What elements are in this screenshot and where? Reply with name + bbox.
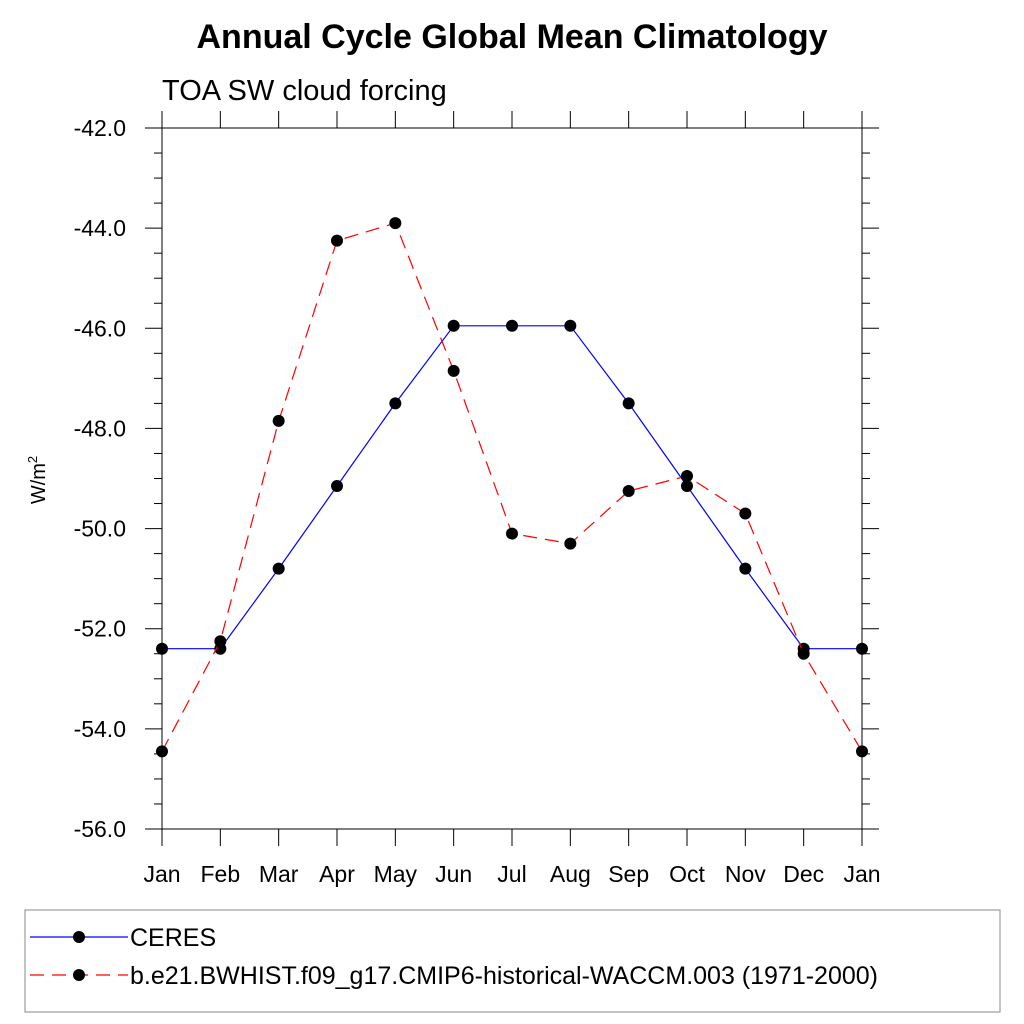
data-point: [447, 364, 460, 377]
data-point: [389, 217, 402, 230]
series-2: [156, 217, 868, 758]
y-tick-label: -52.0: [74, 616, 126, 642]
y-axis-label-unit: W/m: [28, 463, 50, 504]
x-tick-label: Oct: [669, 861, 705, 887]
data-point: [681, 469, 693, 482]
x-tick-label: Feb: [201, 861, 241, 887]
data-point: [506, 319, 518, 332]
data-point: [622, 485, 635, 498]
y-tick-label: -50.0: [74, 516, 126, 542]
series-layer: [156, 217, 868, 758]
data-point: [331, 480, 343, 493]
legend-marker: [73, 931, 85, 943]
y-tick-label: -42.0: [74, 115, 126, 141]
x-tick-label: Jul: [497, 861, 526, 887]
legend-item: b.e21.BWHIST.f09_g17.CMIP6-historical-WA…: [30, 962, 878, 990]
data-point: [856, 642, 868, 655]
data-point: [739, 562, 752, 575]
data-point: [331, 234, 343, 247]
x-tick-label: May: [374, 861, 418, 887]
x-tick-label: Aug: [550, 861, 591, 887]
x-tick-label: Sep: [608, 861, 649, 887]
series-line: [161, 222, 863, 752]
legend: CERES b.e21.BWHIST.f09_g17.CMIP6-historic…: [30, 924, 878, 990]
data-point: [506, 527, 518, 540]
data-point: [564, 319, 577, 332]
data-point: [447, 319, 460, 332]
y-tick-label: -44.0: [74, 215, 126, 241]
chart-title: Annual Cycle Global Mean Climatology: [197, 18, 828, 56]
legend-label: CERES: [130, 924, 216, 952]
data-point: [272, 562, 285, 575]
x-tick-label: Dec: [783, 861, 824, 887]
y-tick-label: -48.0: [74, 415, 126, 441]
y-tick-label: -56.0: [74, 816, 126, 842]
y-tick-label: -46.0: [74, 315, 126, 341]
x-tick-label: Apr: [319, 861, 355, 887]
x-tick-label: Jun: [435, 861, 472, 887]
data-point: [564, 537, 577, 550]
legend-label: b.e21.BWHIST.f09_g17.CMIP6-historical-WA…: [130, 962, 878, 990]
x-tick-label: Nov: [725, 861, 766, 887]
series-line: [162, 325, 862, 650]
x-tick-label: Mar: [259, 861, 299, 887]
data-point: [272, 414, 285, 427]
x-tick-label: Jan: [143, 861, 180, 887]
y-axis-label-superscript: 2: [25, 456, 40, 463]
x-tick-label: Jan: [843, 861, 880, 887]
data-point: [156, 745, 168, 758]
series-1: [156, 319, 868, 655]
data-point: [739, 507, 752, 520]
legend-item: CERES: [30, 924, 216, 952]
axes: -42.0 -44.0 -46.0 -48.0 -50.0 -52.0 -54.0 -56.0…: [74, 111, 881, 887]
data-point: [156, 642, 168, 655]
y-tick-label: -54.0: [74, 716, 126, 742]
data-point: [214, 635, 227, 648]
data-point: [797, 647, 810, 660]
legend-box: [24, 909, 1001, 1013]
chart-subtitle: TOA SW cloud forcing: [162, 75, 447, 107]
y-axis-label: W/m2: [25, 456, 50, 504]
data-point: [622, 397, 635, 410]
legend-marker: [73, 969, 85, 981]
data-point: [681, 480, 693, 493]
data-point: [856, 745, 868, 758]
data-point: [389, 397, 402, 410]
